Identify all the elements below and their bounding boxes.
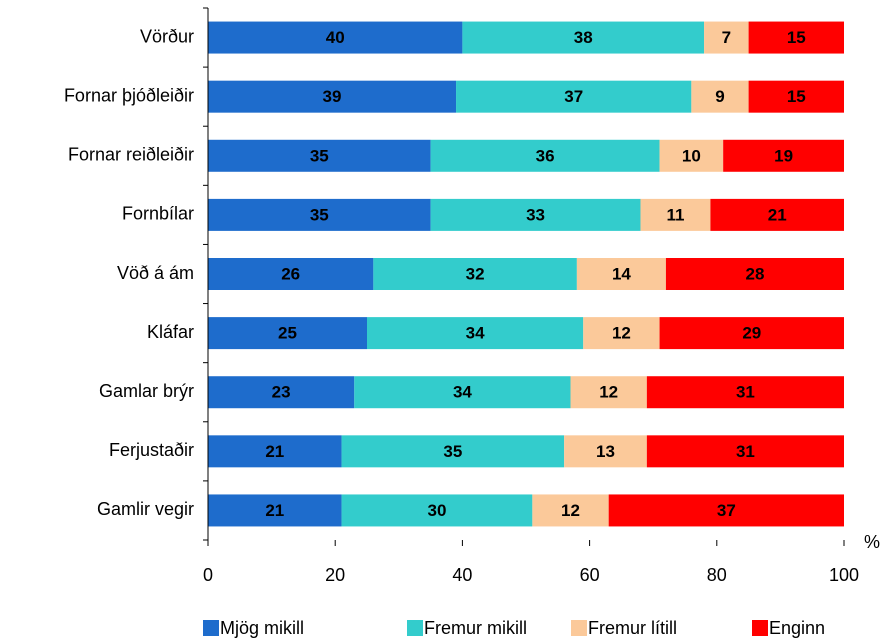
bar-segment [608,494,844,527]
bar-segment [748,21,844,54]
y-tick-label: Vöð á ám [117,263,194,283]
bar-segment [659,317,844,350]
data-label: 11 [666,205,684,224]
y-tick-label: Gamlar brýr [99,381,194,401]
legend-label: Enginn [769,618,825,638]
legend-swatch [407,620,423,636]
x-tick-label: 0 [203,565,213,585]
data-label: 15 [787,87,806,106]
bar-segment [532,494,609,527]
data-label: 28 [745,264,764,283]
bar-segment [208,21,463,54]
x-tick-label: 20 [325,565,345,585]
data-label: 31 [736,442,755,461]
y-tick-label: Fornbílar [122,204,194,224]
data-label: 30 [427,501,446,520]
data-label: 34 [453,383,472,402]
bar-segment [564,435,647,468]
data-label: 12 [561,501,580,520]
data-label: 35 [310,205,329,224]
data-label: 19 [774,146,793,165]
data-label: 12 [612,324,631,343]
data-label: 14 [612,264,631,283]
data-label: 21 [265,442,284,461]
bar-segment [456,80,692,113]
x-tick-label: 80 [707,565,727,585]
bar-segment [462,21,705,54]
bar-segment [208,80,457,113]
data-label: 26 [281,264,300,283]
x-tick-label: 60 [580,565,600,585]
bar-segment [665,258,844,290]
bar-segment [354,376,571,409]
bar-segment [208,198,431,231]
bar-segment [646,376,844,409]
bar-segment [430,139,660,172]
bar-segment [208,139,431,172]
data-label: 9 [715,87,724,106]
legend-label: Mjög mikill [220,618,304,638]
bar-segment [691,80,749,113]
data-label: 12 [599,383,618,402]
bar-segment [208,435,342,468]
data-label: 29 [742,324,761,343]
data-label: 33 [526,205,545,224]
bar-segment [341,494,533,527]
y-tick-label: Fornar þjóðleiðir [64,85,194,105]
data-label: 34 [466,324,485,343]
legend-label: Fremur mikill [424,618,527,638]
data-label: 25 [278,324,297,343]
bar-segment [570,376,647,409]
bar-segment [576,258,666,290]
y-tick-label: Ferjustaðir [109,440,194,460]
bar-segment [208,258,374,290]
y-tick-label: Vörður [140,26,194,46]
data-label: 38 [574,28,593,47]
legend-swatch [203,620,219,636]
data-label: 23 [272,383,291,402]
bar-segment [208,317,367,350]
bar-segment [208,376,355,409]
legend-swatch [571,620,587,636]
bar-segment [704,21,749,54]
legend-swatch [752,620,768,636]
bar-segment [748,80,844,113]
data-label: 21 [768,205,787,224]
y-tick-label: Gamlir vegir [97,499,194,519]
data-label: 32 [466,264,485,283]
bar-segment [208,494,342,527]
data-label: 39 [323,87,342,106]
bar-segment [430,198,641,231]
bar-segment [710,198,844,231]
data-label: 36 [536,146,555,165]
data-label: 15 [787,28,806,47]
bar-segment [583,317,660,350]
x-tick-label: 100 [829,565,859,585]
data-label: 37 [717,501,736,520]
bar-segment [723,139,844,172]
data-label: 21 [265,501,284,520]
data-label: 35 [443,442,462,461]
bar-segment [367,317,584,350]
y-tick-label: Fornar reiðleiðir [68,145,194,165]
data-label: 40 [326,28,345,47]
bar-segment [640,198,711,231]
data-label: 35 [310,146,329,165]
bar-segment [659,139,724,172]
data-label: 7 [722,28,731,47]
data-label: 31 [736,383,755,402]
bar-segment [373,258,577,290]
data-label: 13 [596,442,615,461]
x-tick-label: 40 [452,565,472,585]
bar-segment [646,435,844,468]
x-axis-label: % [864,532,880,552]
legend-label: Fremur lítill [588,618,677,638]
bar-segment [341,435,565,468]
data-label: 37 [564,87,583,106]
y-tick-label: Kláfar [147,322,194,342]
data-label: 10 [682,146,701,165]
